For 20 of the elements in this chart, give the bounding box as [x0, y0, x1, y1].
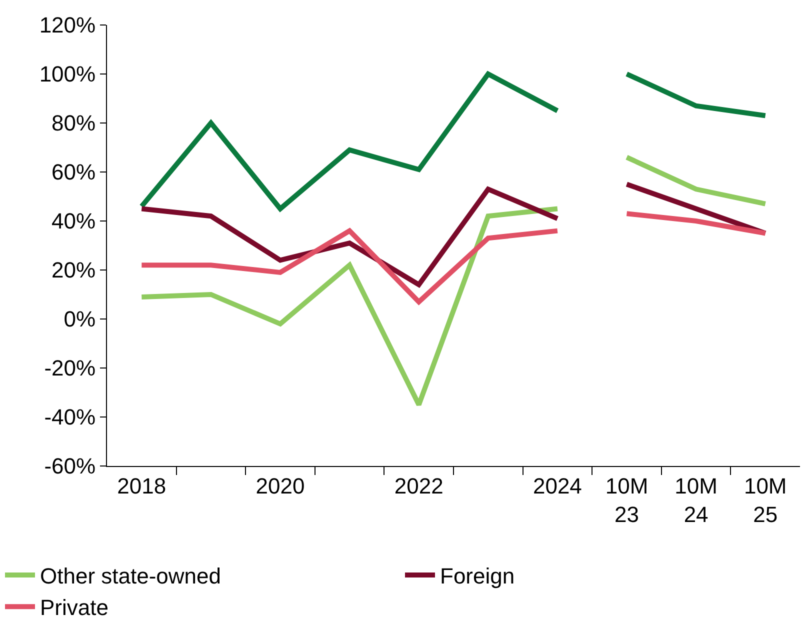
y-tick-label: -60% — [44, 454, 96, 479]
x-tick-label: 2020 — [256, 473, 305, 498]
x-tick-label: 10M 24 — [674, 473, 718, 527]
y-tick-label: 120% — [39, 12, 96, 38]
x-tick-label: 2018 — [117, 473, 166, 498]
x-tick-label: 2024 — [532, 473, 582, 498]
y-tick-label: 100% — [39, 62, 96, 87]
y-tick-label: 0% — [64, 306, 96, 332]
y-tick-label: 40% — [52, 208, 96, 234]
y-tick-label: 60% — [52, 160, 96, 185]
y-tick-label: -20% — [44, 356, 96, 381]
x-tick-label: 10M 25 — [744, 473, 787, 527]
legend-label: Private — [40, 595, 108, 620]
legend-label: Other state-owned — [40, 564, 221, 589]
y-tick-label: 80% — [52, 110, 96, 136]
y-tick-label: 20% — [52, 258, 96, 283]
legend-label: Foreign — [440, 564, 515, 589]
y-tick-label: -40% — [44, 404, 96, 430]
x-tick-label: 2022 — [394, 473, 444, 498]
x-tick-label: 10M 23 — [605, 473, 648, 527]
